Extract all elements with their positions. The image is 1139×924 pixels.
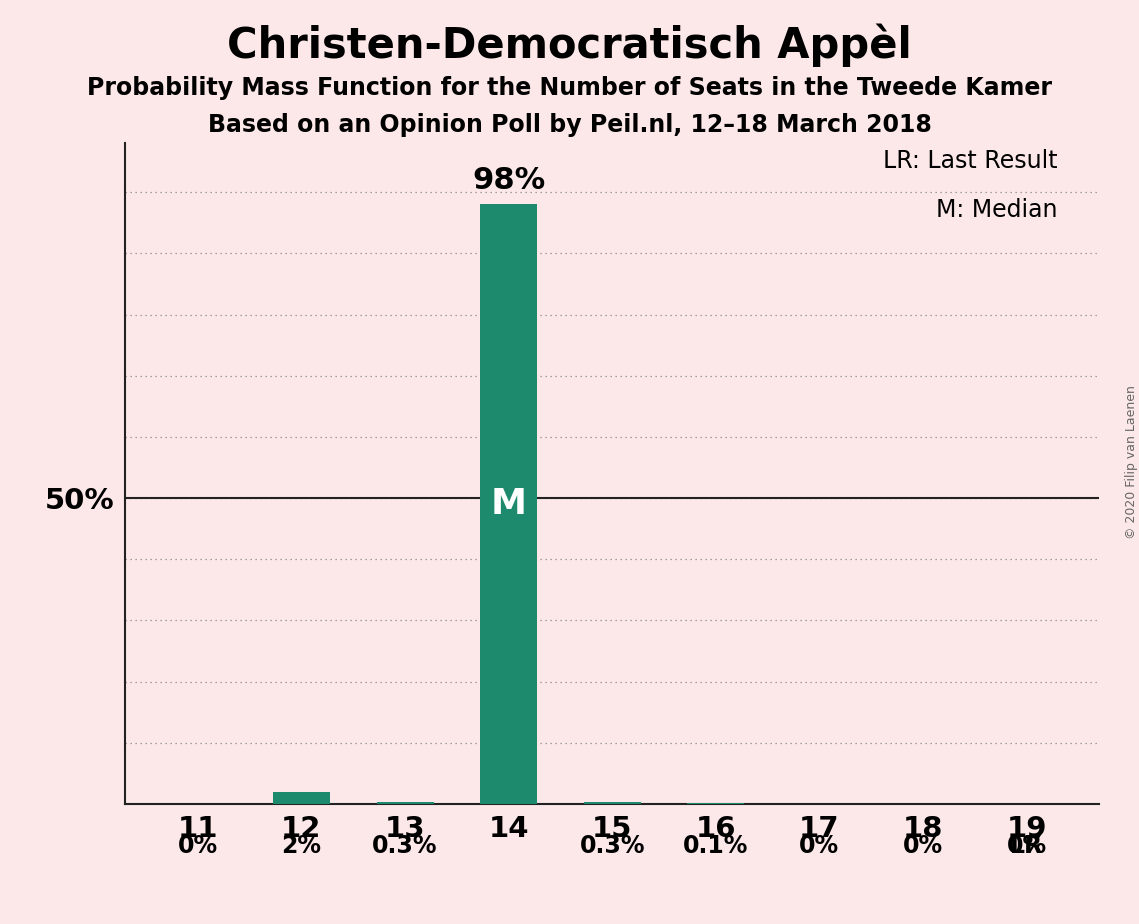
Text: LR: LR	[1010, 834, 1043, 858]
Text: 98%: 98%	[472, 166, 546, 195]
Text: LR: Last Result: LR: Last Result	[883, 150, 1058, 174]
Text: 0%: 0%	[903, 834, 943, 858]
Text: 2%: 2%	[281, 834, 321, 858]
Text: M: M	[491, 487, 526, 521]
Text: 0%: 0%	[1007, 834, 1047, 858]
Text: Probability Mass Function for the Number of Seats in the Tweede Kamer: Probability Mass Function for the Number…	[87, 76, 1052, 100]
Text: 0.1%: 0.1%	[683, 834, 748, 858]
Text: 0.3%: 0.3%	[580, 834, 645, 858]
Text: Christen-Democratisch Appèl: Christen-Democratisch Appèl	[227, 23, 912, 67]
Text: Based on an Opinion Poll by Peil.nl, 12–18 March 2018: Based on an Opinion Poll by Peil.nl, 12–…	[207, 113, 932, 137]
Bar	[377, 802, 434, 804]
Bar	[273, 792, 330, 804]
Text: M: Median: M: Median	[936, 199, 1058, 223]
Text: 0.3%: 0.3%	[372, 834, 437, 858]
Text: 0%: 0%	[800, 834, 839, 858]
Text: © 2020 Filip van Laenen: © 2020 Filip van Laenen	[1124, 385, 1138, 539]
Text: 0%: 0%	[178, 834, 218, 858]
Bar	[481, 204, 538, 804]
Bar	[583, 802, 641, 804]
